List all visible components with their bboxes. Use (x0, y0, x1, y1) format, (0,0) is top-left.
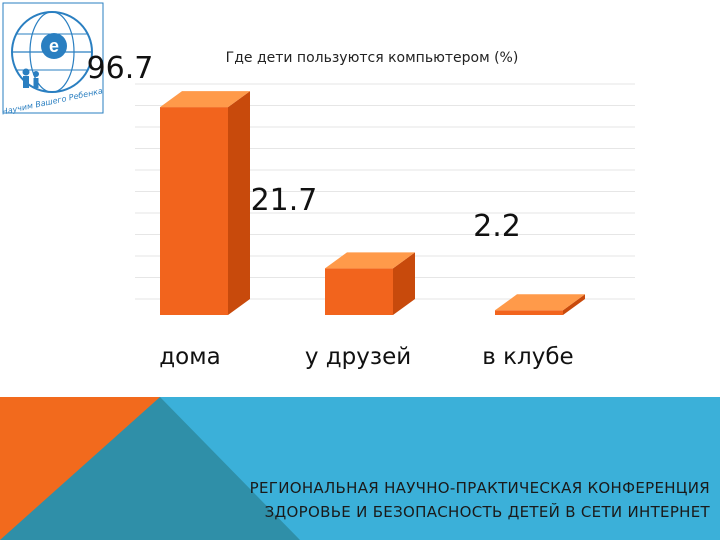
logo: e Научим Вашего Ребенка (1, 2, 104, 117)
conference-title: РЕГИОНАЛЬНАЯ НАУЧНО-ПРАКТИЧЕСКАЯ КОНФЕРЕ… (249, 479, 710, 497)
data-label: 96.7 (87, 51, 154, 86)
bar-front (325, 268, 393, 315)
footer-decoration (0, 397, 300, 540)
bar (325, 252, 415, 315)
bar-side (393, 252, 415, 315)
footer-band: РЕГИОНАЛЬНАЯ НАУЧНО-ПРАКТИЧЕСКАЯ КОНФЕРЕ… (0, 397, 720, 540)
bar (495, 294, 585, 315)
value-labels: 96.7 21.7 2.2 (87, 51, 521, 244)
bar-top (325, 252, 415, 269)
e-globe-logo-icon: e (11, 11, 93, 93)
bar-side (563, 294, 585, 315)
data-label: 21.7 (251, 183, 318, 218)
svg-text:e: e (49, 36, 59, 56)
bar-side (228, 91, 250, 315)
bars (160, 91, 585, 315)
footer-orange-triangle (0, 397, 160, 540)
bar-front (160, 107, 228, 315)
category-label: у друзей (305, 344, 411, 370)
bar-top (495, 294, 585, 311)
category-label: в клубе (482, 344, 573, 370)
bar (160, 91, 250, 315)
chart-title: Где дети пользуются компьютером (%) (226, 50, 519, 66)
chart: e Научим Вашего Ребенка Где дети пользую… (1, 2, 635, 370)
bar-top (160, 91, 250, 108)
conference-subtitle: ЗДОРОВЬЕ И БЕЗОПАСНОСТЬ ДЕТЕЙ В СЕТИ ИНТ… (264, 503, 710, 521)
bar-front (495, 310, 563, 315)
data-label: 2.2 (473, 209, 521, 244)
category-label: дома (159, 344, 220, 370)
category-labels: дома у друзей в клубе (159, 344, 573, 370)
